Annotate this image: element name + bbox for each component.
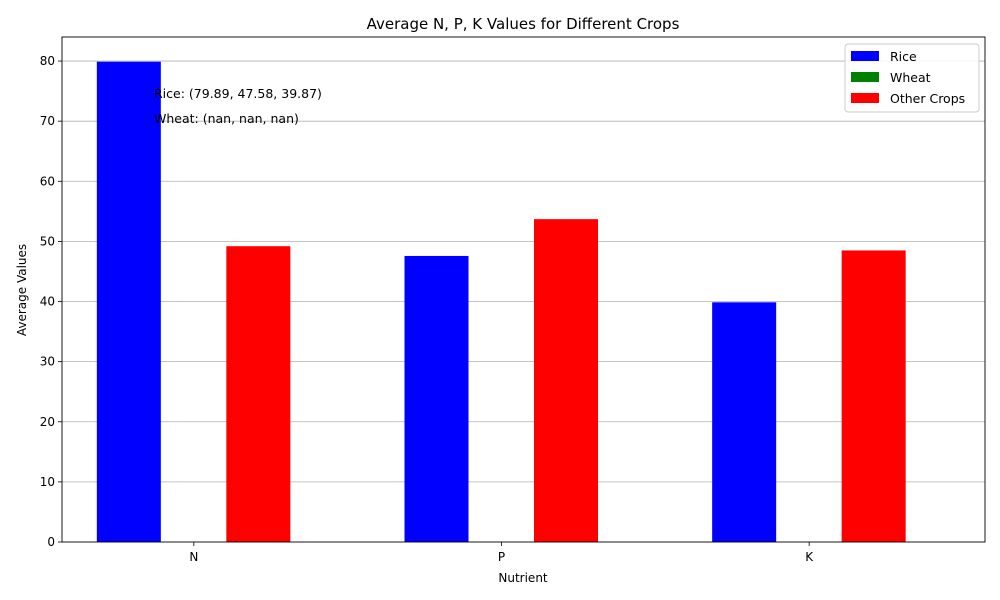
y-tick-label: 0	[47, 535, 55, 549]
bars-layer	[96, 61, 906, 543]
legend-label: Other Crops	[890, 91, 965, 106]
legend-swatch	[851, 72, 879, 82]
annotation-text: Rice: (79.89, 47.58, 39.87)	[154, 86, 322, 101]
bar-other-crops	[841, 250, 906, 543]
grid-layer	[62, 60, 985, 483]
y-tick-label: 30	[40, 355, 55, 369]
plot-frame	[61, 36, 986, 543]
legend-label: Rice	[890, 49, 917, 64]
x-tick-label: N	[189, 550, 198, 564]
y-tick-label: 70	[40, 114, 55, 128]
bar-rice	[712, 302, 777, 542]
y-tick-label: 50	[40, 234, 55, 248]
legend-swatch	[851, 93, 879, 103]
bar-other-crops	[226, 246, 291, 542]
legend: Rice Wheat Other Crops	[844, 43, 980, 113]
y-tick-label: 80	[40, 54, 55, 68]
annotation-layer: Rice: (79.89, 47.58, 39.87) Wheat: (nan, …	[154, 86, 322, 126]
y-tick-label: 20	[40, 415, 55, 429]
y-tick-label: 60	[40, 174, 55, 188]
axes-layer: 0 10 20 30 40 50 60 70 80 N P K	[40, 36, 986, 564]
bar-rice	[404, 255, 469, 543]
legend-label: Wheat	[890, 70, 931, 85]
x-axis-label: Nutrient	[498, 571, 548, 585]
x-tick-label: K	[805, 550, 814, 564]
bar-rice	[96, 61, 161, 543]
legend-swatch	[851, 51, 879, 61]
bar-other-crops	[534, 219, 598, 543]
chart-title: Average N, P, K Values for Different Cro…	[367, 15, 680, 33]
annotation-text: Wheat: (nan, nan, nan)	[154, 111, 299, 126]
y-tick-label: 10	[40, 475, 55, 489]
x-tick-label: P	[498, 550, 505, 564]
y-axis-label: Average Values	[15, 244, 29, 336]
y-tick-label: 40	[40, 295, 55, 309]
